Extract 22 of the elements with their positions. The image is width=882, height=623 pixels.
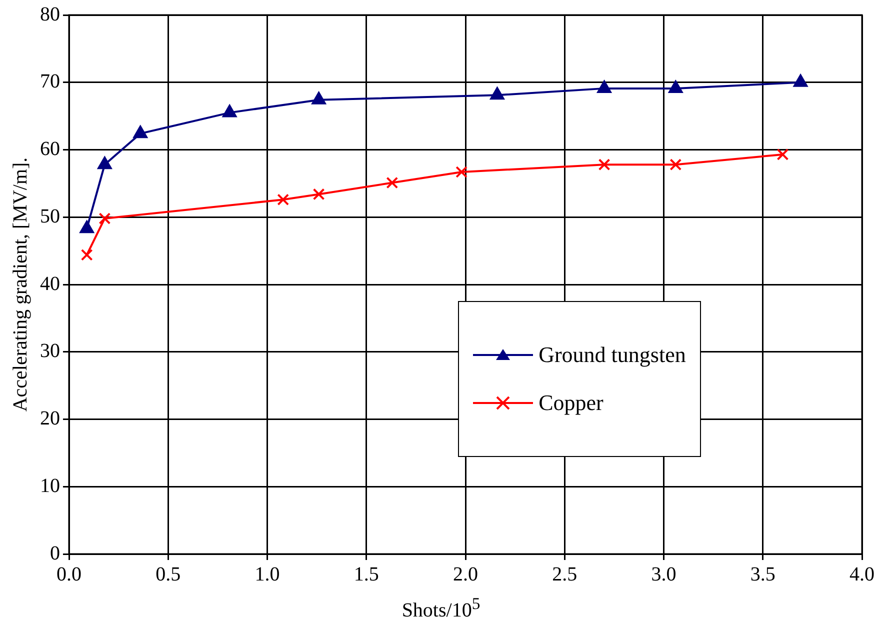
x-tick-label: 2.0 [453,563,478,586]
y-tick-label: 20 [40,408,60,430]
y-tick-label: 50 [40,205,60,228]
y-tick-label: 40 [40,272,60,295]
x-axis-title: Shots/10$^{5}$ [400,594,482,623]
x-tick-label: 0.5 [156,563,181,586]
x-tick-label: 3.5 [750,563,776,586]
legend-label: Ground tungsten [538,342,686,368]
x-tick-label: 4.0 [850,563,874,586]
y-axis-title: Accelerating gradient, [MV/m]. [9,157,32,412]
y-tick-label: 10 [40,474,60,497]
x-tick-label: 1.0 [254,563,280,586]
x-tick-label: 3.0 [651,563,676,586]
y-tick-label: 30 [40,340,60,362]
y-tick-label: 60 [40,138,60,160]
x-tick-label: 1.5 [354,563,379,586]
x-tick-label: 0.0 [56,563,82,586]
y-tick-label: 80 [40,3,60,26]
y-tick-label: 0 [50,542,60,564]
legend-label: Copper [538,390,604,416]
x-tick-label: 2.5 [552,563,578,586]
y-tick-label: 70 [40,70,60,93]
